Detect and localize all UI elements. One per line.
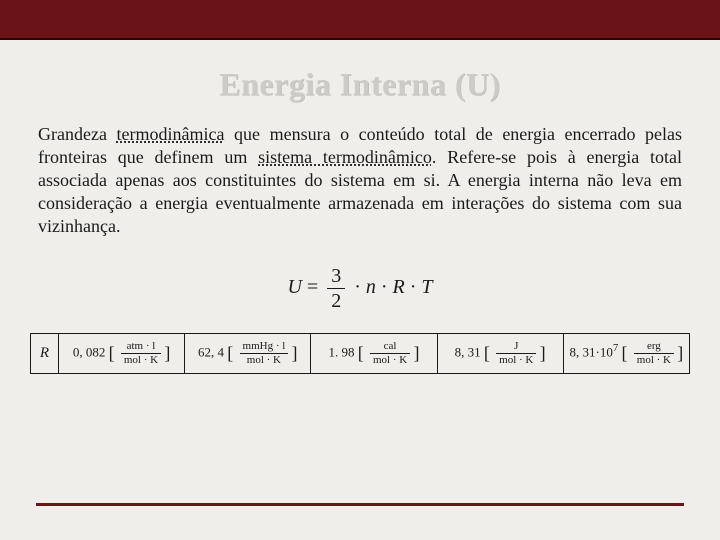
table-row: R 0, 082 [ atm · l mol · K ] 62, 4 [ mmH… (31, 334, 690, 374)
unit-den: mol · K (496, 354, 536, 366)
r-value: 0, 082 (73, 345, 106, 360)
unit-fraction: erg mol · K (634, 341, 674, 366)
bracket-open-icon: [ (484, 346, 490, 360)
unit-fraction: atm · l mol · K (121, 341, 161, 366)
r-cell-joule: 8, 31 [ J mol · K ] (437, 334, 563, 374)
formula-dot: · (381, 276, 393, 298)
r-cell-atm: 0, 082 [ atm · l mol · K ] (59, 334, 185, 374)
bracket-open-icon: [ (109, 346, 115, 360)
bracket-close-icon: ] (164, 346, 170, 360)
bracket-open-icon: [ (227, 346, 233, 360)
r-value: 8, 31·10 (570, 345, 613, 360)
formula-internal-energy: U = 3 2 · n · R · T (0, 238, 720, 333)
page-title: Energia Interna (U) (0, 66, 720, 103)
link-termodinamica[interactable]: termodinâmica (117, 124, 225, 144)
link-sistema-termodinamico[interactable]: sistema termodinâmico (258, 147, 432, 167)
unit-den: mol · K (370, 354, 410, 366)
unit-den: mol · K (121, 354, 161, 366)
unit-num: mmHg · l (240, 341, 289, 354)
unit-num: erg (634, 341, 674, 354)
r-value: 62, 4 (198, 345, 224, 360)
unit-fraction: mmHg · l mol · K (240, 341, 289, 366)
unit-fraction: cal mol · K (370, 341, 410, 366)
r-cell-mmhg: 62, 4 [ mmHg · l mol · K ] (185, 334, 311, 374)
r-value: 1. 98 (328, 345, 354, 360)
bracket-open-icon: [ (358, 346, 364, 360)
formula-frac-num: 3 (327, 266, 345, 289)
title-area: Energia Interna (U) (0, 40, 720, 123)
formula-dot: · (354, 276, 366, 298)
formula-fraction: 3 2 (327, 266, 345, 311)
r-label-cell: R (31, 334, 59, 374)
body-paragraph: Grandeza termodinâmica que mensura o con… (0, 123, 720, 238)
gas-constant-table: R 0, 082 [ atm · l mol · K ] 62, 4 [ mmH… (30, 333, 690, 374)
formula-R: R (393, 276, 405, 298)
bracket-open-icon: [ (622, 346, 628, 360)
r-value: 8, 31 (455, 345, 481, 360)
formula-eq: = (307, 276, 323, 298)
bracket-close-icon: ] (413, 346, 419, 360)
r-exp: 7 (613, 342, 618, 354)
bracket-close-icon: ] (292, 346, 298, 360)
gas-constant-table-wrap: R 0, 082 [ atm · l mol · K ] 62, 4 [ mmH… (0, 333, 720, 374)
r-cell-cal: 1. 98 [ cal mol · K ] (311, 334, 437, 374)
unit-num: cal (370, 341, 410, 354)
r-cell-erg: 8, 31·107 [ erg mol · K ] (563, 334, 689, 374)
unit-den: mol · K (634, 354, 674, 366)
formula-n: n (366, 276, 376, 298)
formula-T: T (421, 276, 432, 298)
unit-den: mol · K (240, 354, 289, 366)
formula-dot: · (410, 276, 422, 298)
para-text: Grandeza (38, 124, 117, 144)
bracket-close-icon: ] (540, 346, 546, 360)
formula-frac-den: 2 (327, 289, 345, 311)
formula-lhs: U (287, 276, 301, 298)
unit-num: J (496, 341, 536, 354)
bracket-close-icon: ] (677, 346, 683, 360)
unit-fraction: J mol · K (496, 341, 536, 366)
unit-num: atm · l (121, 341, 161, 354)
header-bar (0, 0, 720, 40)
bottom-divider (36, 503, 684, 506)
